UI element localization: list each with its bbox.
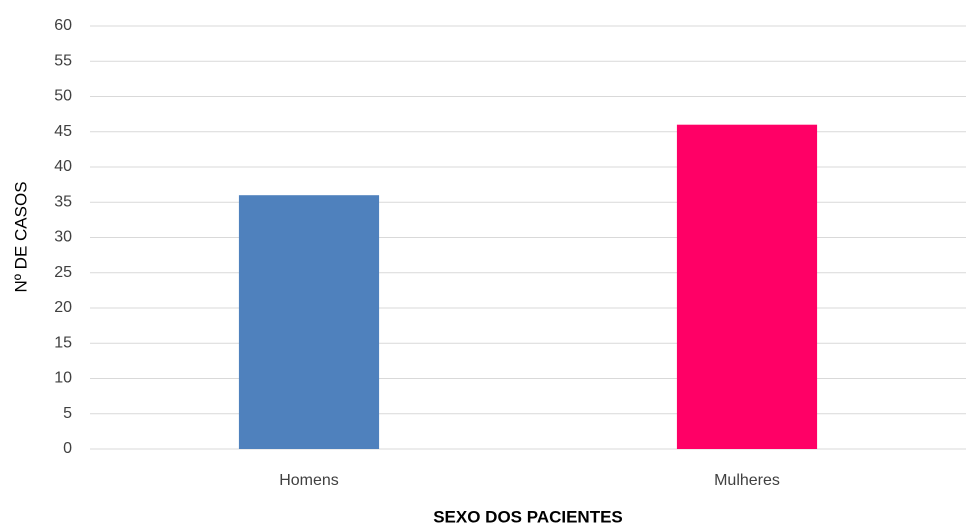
x-tick-label: Mulheres (714, 472, 780, 489)
y-axis-title: Nº DE CASOS (11, 181, 30, 292)
y-tick-label: 5 (63, 405, 72, 422)
y-tick-label: 25 (54, 264, 72, 281)
bar (676, 124, 818, 449)
bar (238, 195, 380, 449)
y-tick-label: 40 (54, 158, 72, 175)
y-tick-label: 45 (54, 123, 72, 140)
y-tick-label: 60 (54, 17, 72, 34)
y-tick-label: 50 (54, 88, 72, 105)
y-tick-label: 55 (54, 52, 72, 69)
x-tick-label: Homens (279, 472, 339, 489)
y-tick-label: 30 (54, 229, 72, 246)
y-tick-label: 35 (54, 193, 72, 210)
y-tick-label: 10 (54, 370, 72, 387)
y-tick-label: 20 (54, 299, 72, 316)
y-tick-label: 15 (54, 334, 72, 351)
y-tick-label: 0 (63, 440, 72, 457)
x-axis-title: SEXO DOS PACIENTES (433, 507, 623, 526)
